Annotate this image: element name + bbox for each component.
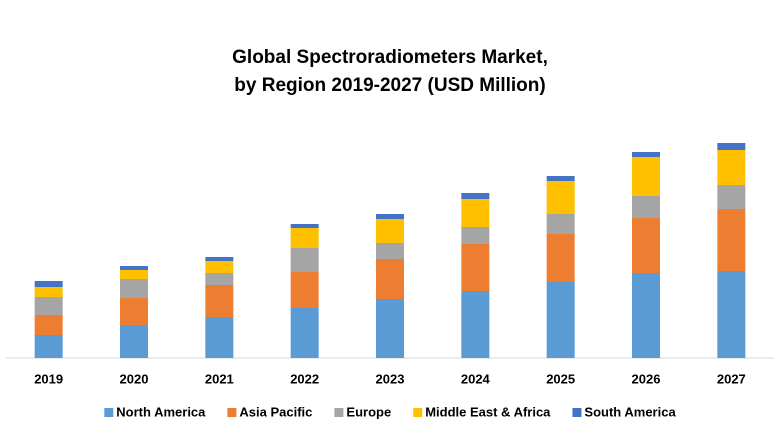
bar-segment — [120, 270, 148, 279]
bar-segment — [632, 218, 660, 273]
bar-segment — [546, 214, 575, 234]
bar-segment — [120, 298, 148, 325]
bar-segment — [717, 209, 746, 271]
legend-label: South America — [584, 404, 676, 419]
bar-segment — [120, 279, 148, 298]
bar-segment — [632, 273, 660, 358]
x-tick-label: 2021 — [205, 371, 234, 386]
bar-segment — [205, 257, 234, 261]
bar-segment — [205, 273, 234, 285]
bar-segment — [717, 271, 746, 358]
bar-segment — [34, 335, 63, 358]
legend-swatch — [572, 408, 582, 417]
bar-segment — [290, 272, 319, 308]
legend-swatch — [104, 408, 114, 417]
x-tick-label: 2026 — [632, 371, 661, 386]
bar-segment — [205, 317, 234, 358]
chart-title: by Region 2019-2027 (USD Million) — [234, 75, 545, 96]
bar-segment — [461, 244, 490, 291]
bar-segment — [34, 315, 63, 335]
bar-segment — [290, 228, 319, 248]
legend-swatch — [334, 408, 344, 417]
bar-segment — [376, 214, 404, 219]
bar-segment — [120, 266, 148, 270]
x-tick-label: 2025 — [546, 371, 575, 386]
x-tick-label: 2020 — [120, 371, 149, 386]
bar-segment — [461, 193, 490, 199]
legend-label: Middle East & Africa — [425, 404, 551, 419]
x-tick-label: 2019 — [34, 371, 63, 386]
bar-segment — [376, 259, 404, 299]
bar-segment — [546, 181, 575, 214]
bar-segment — [290, 248, 319, 272]
bar-segment — [546, 282, 575, 358]
legend-label: North America — [116, 404, 206, 419]
bar-segment — [205, 261, 234, 273]
bar-segment — [461, 291, 490, 358]
bar-segment — [632, 152, 660, 157]
legend-label: Asia Pacific — [239, 404, 312, 419]
bar-segment — [120, 325, 148, 358]
bar-segment — [717, 150, 746, 185]
bar-segment — [34, 281, 63, 287]
x-tick-label: 2022 — [290, 371, 319, 386]
bar-segment — [376, 219, 404, 243]
bar-segment — [546, 176, 575, 181]
x-tick-label: 2023 — [376, 371, 405, 386]
legend-swatch — [227, 408, 237, 417]
bar-segment — [717, 185, 746, 209]
bar-segment — [632, 196, 660, 218]
x-tick-label: 2024 — [461, 371, 491, 386]
bar-segment — [376, 243, 404, 259]
bar-segment — [290, 308, 319, 358]
bar-segment — [34, 297, 63, 315]
bar-segment — [546, 234, 575, 282]
legend-label: Europe — [346, 404, 391, 419]
bar-segment — [290, 224, 319, 228]
bar-segment — [461, 199, 490, 227]
bar-segment — [632, 157, 660, 196]
legend-swatch — [413, 408, 423, 417]
bar-segment — [717, 143, 746, 150]
chart-title: Global Spectroradiometers Market, — [232, 47, 548, 68]
bar-segment — [34, 287, 63, 297]
x-tick-label: 2027 — [717, 371, 746, 386]
bar-segment — [376, 299, 404, 358]
bar-segment — [461, 227, 490, 244]
bar-segment — [205, 285, 234, 317]
